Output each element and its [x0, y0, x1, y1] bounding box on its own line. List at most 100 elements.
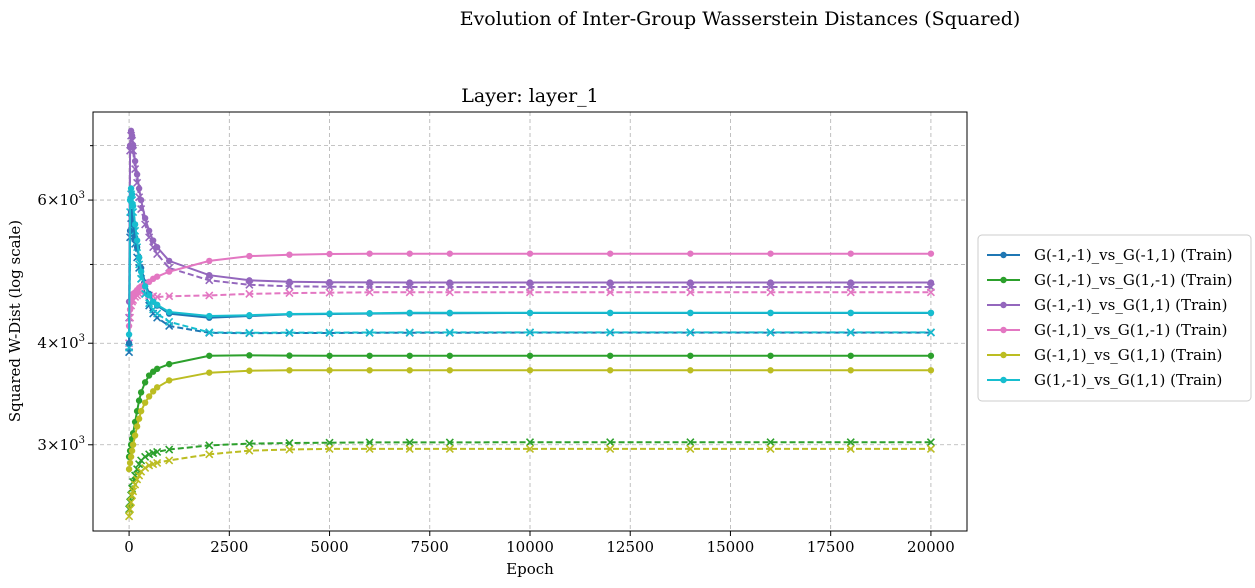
- data-point: [405, 444, 414, 453]
- data-point: [525, 288, 535, 297]
- data-point: [525, 438, 535, 447]
- data-point: [286, 367, 293, 374]
- data-point: [205, 328, 214, 337]
- data-point: [366, 367, 373, 374]
- data-point: [153, 365, 161, 373]
- data-point: [686, 438, 695, 447]
- data-point: [406, 250, 413, 257]
- data-point: [326, 278, 333, 286]
- data-point: [125, 331, 133, 338]
- data-point: [687, 367, 694, 374]
- legend-label: G(-1,-1)_vs_G(-1,1) (Train): [1034, 246, 1233, 264]
- data-point: [446, 250, 454, 257]
- data-point: [767, 309, 774, 316]
- x-tick-label: 2500: [210, 538, 248, 556]
- data-point: [526, 309, 534, 316]
- data-point: [165, 268, 173, 275]
- data-point: [766, 438, 775, 447]
- data-point: [246, 367, 253, 374]
- data-point: [365, 328, 374, 337]
- data-point: [128, 132, 136, 139]
- data-point: [926, 288, 935, 297]
- legend-frame: [977, 234, 1252, 402]
- data-point: [131, 432, 139, 439]
- data-point: [165, 360, 173, 368]
- data-point: [847, 279, 854, 286]
- data-point: [326, 250, 333, 258]
- data-point: [246, 277, 253, 284]
- data-point: [526, 279, 534, 286]
- legend-marker: [1000, 251, 1007, 259]
- legend-marker: [1000, 276, 1007, 284]
- data-point: [606, 309, 614, 316]
- grid: [93, 112, 967, 531]
- y-tick-label: 3×103: [37, 435, 85, 454]
- data-point: [125, 340, 133, 347]
- data-point: [165, 257, 173, 265]
- data-point: [606, 438, 615, 447]
- data-point: [245, 439, 254, 448]
- data-point: [926, 438, 935, 447]
- data-point: [766, 328, 775, 337]
- data-point: [129, 487, 138, 496]
- data-point: [141, 283, 149, 290]
- data-point: [526, 367, 534, 374]
- data-point: [246, 252, 253, 260]
- y-tick-base: 6×10: [37, 191, 78, 209]
- y-tick-exponent: 3: [79, 435, 85, 446]
- data-point: [145, 227, 153, 234]
- data-point: [131, 480, 140, 489]
- data-point: [406, 352, 413, 359]
- data-point: [767, 352, 774, 359]
- x-tick-label: 17500: [807, 538, 855, 556]
- data-point: [153, 309, 162, 318]
- legend-label: G(-1,1)_vs_G(1,1) (Train): [1034, 346, 1222, 364]
- data-point: [131, 221, 139, 228]
- data-point: [245, 328, 254, 337]
- data-point: [767, 279, 774, 286]
- data-point: [847, 309, 854, 316]
- data-point: [125, 465, 133, 473]
- data-point: [133, 465, 142, 474]
- data-point: [767, 250, 774, 257]
- data-point: [606, 352, 614, 359]
- legend-marker: [1000, 351, 1007, 359]
- data-point: [165, 445, 174, 454]
- data-point: [606, 444, 615, 453]
- data-point: [686, 444, 695, 453]
- data-point: [126, 196, 134, 204]
- data-point: [145, 372, 153, 379]
- data-point: [127, 185, 135, 192]
- data-point: [153, 273, 161, 280]
- data-point: [133, 423, 141, 430]
- series-5: [125, 185, 935, 338]
- data-point: [128, 447, 136, 454]
- data-point: [606, 367, 614, 374]
- data-point: [326, 367, 333, 374]
- data-point: [165, 317, 174, 326]
- data-point: [165, 456, 174, 465]
- legend-label: G(-1,-1)_vs_G(1,-1) (Train): [1034, 271, 1233, 289]
- data-point: [325, 328, 334, 337]
- data-point: [153, 249, 162, 259]
- data-point: [606, 288, 615, 297]
- data-point: [926, 444, 935, 453]
- y-tick-exponent: 3: [79, 333, 85, 344]
- data-point: [206, 271, 213, 279]
- data-point: [525, 328, 535, 337]
- data-point: [446, 367, 454, 374]
- data-point: [927, 367, 935, 374]
- data-point: [127, 127, 135, 135]
- legend-label: G(-1,-1)_vs_G(1,1) (Train): [1034, 296, 1227, 314]
- y-tick-exponent: 3: [79, 190, 85, 201]
- data-point: [149, 237, 157, 244]
- data-point: [526, 352, 534, 359]
- series-11: [125, 190, 935, 352]
- data-point: [133, 171, 141, 178]
- data-point: [153, 384, 161, 391]
- data-point: [153, 244, 161, 251]
- data-point: [205, 276, 214, 285]
- data-point: [135, 254, 143, 261]
- data-point: [141, 452, 150, 461]
